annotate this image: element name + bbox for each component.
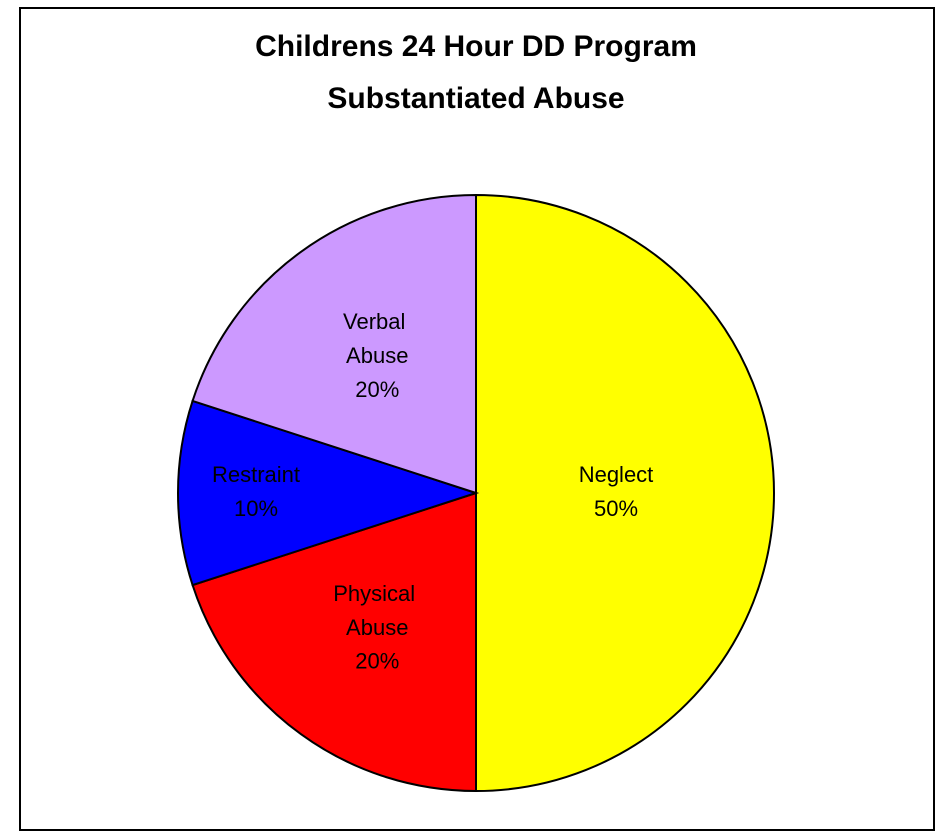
chart-title: Substantiated Abuse [327, 82, 624, 115]
pie-slice [191, 193, 477, 495]
slice-label: Physical Abuse [333, 581, 421, 640]
chart-title: Childrens 24 Hour DD Program [255, 30, 697, 63]
pie-slice [177, 399, 480, 587]
slice-label: Restraint [212, 462, 300, 487]
slice-value-label: 50% [594, 496, 638, 521]
slice-label: Verbal Abuse [343, 309, 412, 368]
slice-label: Neglect [579, 462, 654, 487]
slice-value-label: 20% [355, 649, 399, 674]
slice-value-label: 20% [355, 377, 399, 402]
pie-slice [191, 491, 477, 793]
pie-slice [475, 193, 775, 793]
slice-value-label: 10% [234, 496, 278, 521]
